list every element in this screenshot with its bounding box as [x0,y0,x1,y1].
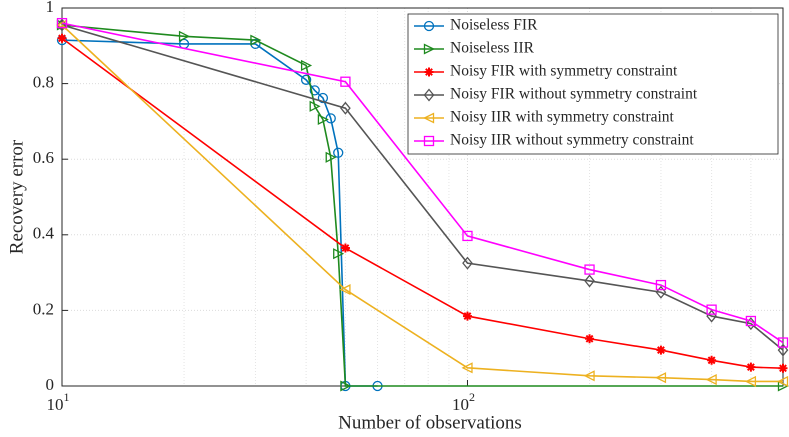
marker [309,100,321,112]
legend-label: Noisy IIR without symmetry constraint [450,132,694,149]
marker [178,30,191,42]
marker [654,372,667,384]
marker [584,274,595,288]
marker [777,337,789,348]
marker [56,17,68,29]
series-line [61,37,784,370]
marker [777,343,789,357]
y-tick-label: 0.2 [33,299,54,318]
marker [423,43,435,55]
y-axis-label: Recovery error [6,139,27,254]
legend: Noiseless FIR Noiseless IIR Noisy FIR with… [407,13,779,155]
marker [340,243,350,253]
x-tick-label: 101 [47,390,70,414]
marker [462,256,473,270]
marker [424,67,434,77]
marker [745,317,757,331]
legend-label: Noiseless IIR [450,40,535,57]
marker [462,230,473,242]
legend-label: Noisy FIR without symmetry constraint [450,86,698,103]
marker [333,147,344,158]
marker [462,311,472,321]
marker [250,34,262,46]
legend-label: Noisy FIR with symmetry constraint [450,63,678,80]
tick-base: 10 [47,395,64,414]
marker [340,380,352,392]
y-tick-label: 0 [46,375,55,394]
marker [57,33,67,43]
marker [333,248,345,260]
series-line [61,24,783,387]
marker [461,362,473,374]
y-tick-label: 1 [46,0,55,16]
marker [423,112,435,124]
marker [300,59,313,72]
marker [778,363,788,373]
legend-label: Noiseless FIR [450,17,538,34]
series-line [61,24,783,383]
marker [745,315,757,327]
y-tick-label: 0.4 [33,224,55,243]
marker [656,345,666,355]
marker [705,374,717,386]
marker [423,88,435,102]
marker [340,101,351,115]
x-tick-label: 102 [452,390,475,414]
marker [339,284,351,296]
marker [423,135,435,147]
marker [423,20,435,32]
tick-exponent: 1 [64,390,70,404]
series-line [61,24,784,351]
y-tick-label: 0.8 [33,73,54,92]
marker [317,92,329,104]
legend-label: Noisy IIR with symmetry constraint [450,109,675,126]
marker [585,334,595,344]
tick-exponent: 2 [469,390,475,404]
marker [777,375,789,388]
marker [655,279,667,291]
legend-box [407,13,779,155]
marker [706,304,717,315]
marker [746,362,756,372]
marker [744,375,757,388]
y-tick-label: 0.6 [33,148,54,167]
series-line [61,22,784,344]
tick-base: 10 [452,395,469,414]
marker [340,76,351,87]
marker [707,355,717,365]
marker [300,74,312,85]
marker [317,113,329,126]
marker [583,370,595,382]
series-line [61,39,378,387]
marker [584,264,595,275]
marker [325,151,337,163]
marker [309,85,320,96]
x-axis-label: Number of observations [338,412,522,433]
marker [655,285,667,299]
